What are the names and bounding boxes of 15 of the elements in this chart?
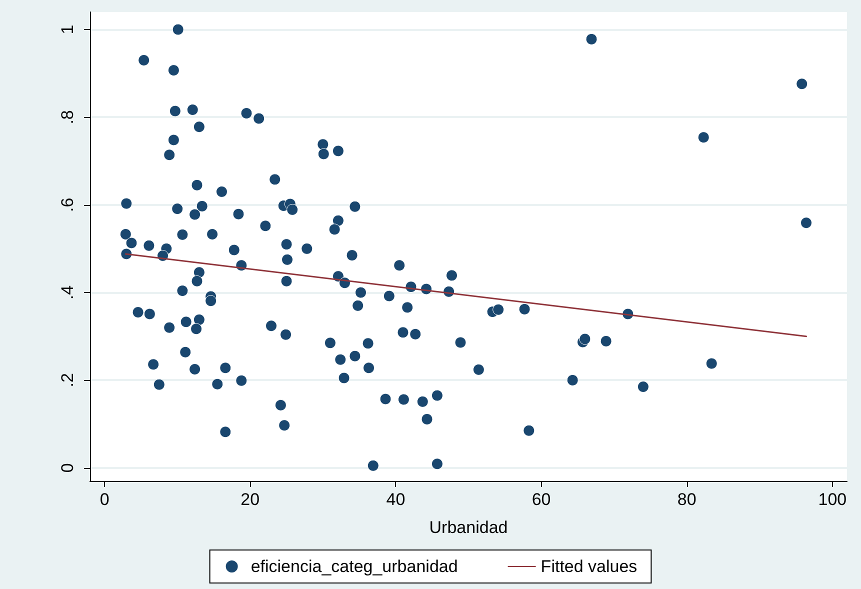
x-tick-label: 0 — [100, 490, 110, 509]
y-tick-label: 1 — [58, 24, 77, 34]
x-tick-label: 40 — [386, 490, 406, 509]
y-tick-label: .4 — [58, 285, 77, 300]
y-tick-label: .6 — [58, 198, 77, 212]
x-tick-label: 100 — [818, 490, 847, 509]
y-tick-label: .8 — [58, 110, 77, 124]
y-tick-label: .2 — [58, 373, 77, 388]
x-tick-label: 60 — [532, 490, 551, 509]
legend-label: eficiencia_categ_urbanidad — [250, 557, 458, 576]
y-tick-label: 0 — [58, 463, 77, 473]
x-tick-label: 20 — [240, 490, 260, 509]
x-tick-label: 80 — [677, 490, 696, 509]
legend-label: Fitted values — [540, 557, 638, 576]
x-axis-title: Urbanidad — [429, 518, 508, 537]
